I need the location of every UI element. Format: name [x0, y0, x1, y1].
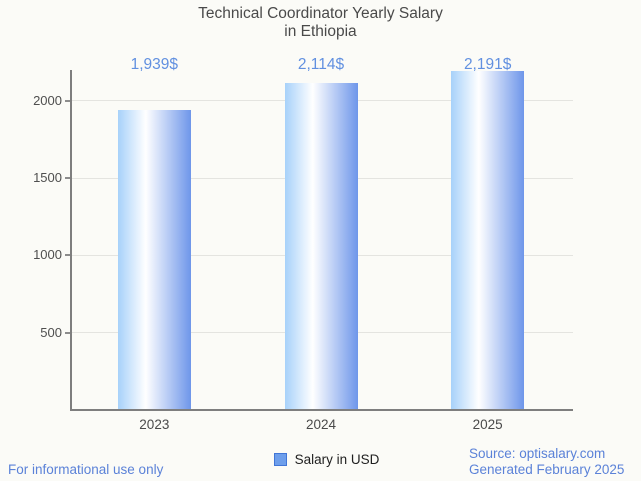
y-tick-label-2000: 2000	[33, 92, 62, 108]
chart-title-line-2: in Ethiopia	[284, 23, 357, 40]
bar-2025[interactable]	[451, 71, 525, 410]
bar-value-label-2024: 2,114$	[297, 56, 345, 73]
y-tick-label-500: 500	[40, 324, 62, 340]
bar-value-label-2025: 2,191$	[463, 56, 512, 73]
x-tick-label-2023: 2023	[139, 417, 170, 432]
bar-2023[interactable]	[117, 110, 191, 410]
x-tick-label-2025: 2025	[472, 417, 503, 432]
source-link[interactable]: Source: optisalary.com	[469, 446, 606, 461]
legend-label: Salary in USD	[294, 452, 380, 467]
y-axis-tick-500	[65, 331, 71, 334]
y-tick-label-1000: 1000	[33, 247, 62, 263]
generated-date: Generated February 2025	[469, 462, 625, 477]
legend: Salary in USD	[6, 452, 641, 467]
y-tick-label-1500: 1500	[33, 170, 62, 186]
x-axis-line	[70, 409, 573, 411]
disclaimer-note: For informational use only	[8, 462, 164, 477]
bar-2024[interactable]	[284, 83, 358, 410]
y-axis-tick-1500	[65, 177, 71, 180]
legend-swatch-icon	[273, 453, 287, 466]
y-axis-tick-1000	[65, 254, 71, 257]
bar-value-label-2023: 1,939$	[130, 56, 179, 73]
source-block: Source: optisalary.com Generated Februar…	[469, 446, 624, 478]
y-axis-line	[70, 70, 72, 411]
chart-title-line-1: Technical Coordinator Yearly Salary	[198, 5, 443, 22]
y-axis-tick-2000	[65, 99, 71, 102]
x-tick-label-2024: 2024	[305, 417, 337, 432]
